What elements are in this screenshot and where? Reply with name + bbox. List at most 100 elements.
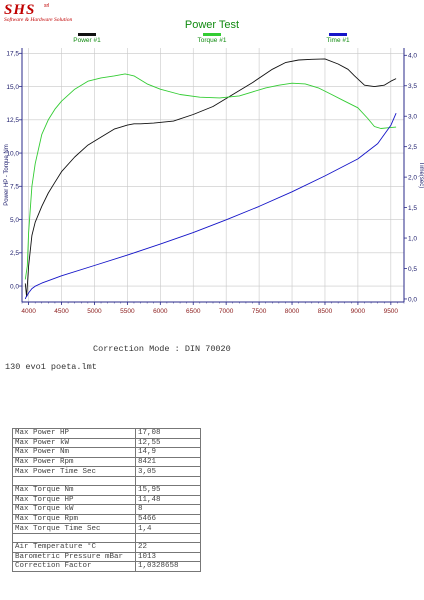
file-name: 130 evo1 poeta.lmt: [5, 362, 97, 372]
results-row: Max Torque kW 8: [12, 504, 201, 515]
results-row: Barometric Pressure mBar 1013: [12, 551, 201, 563]
legend-power-label: Power #1: [73, 37, 101, 44]
series-line-power-1: [24, 58, 397, 298]
series-layer: [24, 58, 397, 300]
results-label: Max Torque Rpm: [12, 513, 136, 525]
results-label: Max Power Nm: [12, 447, 136, 458]
results-label: Max Torque kW: [12, 504, 136, 515]
x-tick-label: 6500: [186, 308, 201, 315]
results-value: 8421: [135, 456, 201, 468]
results-row: Max Power kW 12,55: [12, 437, 201, 449]
results-row: Correction Factor 1,0328658: [12, 561, 201, 572]
series-line-torque-1: [24, 73, 397, 280]
chart-title: Power Test: [184, 19, 240, 31]
y-right-tick-label: 4,0: [408, 53, 417, 60]
company-logo: SHS srl Software & Hardware Solution: [2, 2, 122, 24]
results-value: 11,48: [135, 494, 201, 506]
results-row: Max Power HP 17,08: [12, 428, 201, 439]
results-value: [135, 476, 201, 486]
results-label: Max Power HP: [12, 428, 136, 439]
logo-tagline: Software & Hardware Solution: [4, 17, 73, 23]
y-left-tick-label: 2,5: [10, 250, 19, 257]
legend-power: Power #1: [57, 33, 117, 44]
legend-power-swatch: [78, 33, 96, 36]
results-row: Max Torque Nm 15,95: [12, 484, 201, 496]
x-tick-label: 7500: [252, 308, 267, 315]
results-label: Max Torque Nm: [12, 484, 136, 496]
y-left-axis-label: Power HP - Torque Nm: [4, 144, 10, 205]
legend-time-label: Time #1: [326, 37, 350, 44]
y-right-tick-label: 0,5: [408, 266, 417, 273]
y-left-tick-label: 5,0: [10, 217, 19, 224]
legend-time-swatch: [329, 33, 347, 36]
x-tick-label: 4000: [21, 308, 36, 315]
results-label: Max Power kW: [12, 437, 136, 449]
results-row: Max Power Rpm 8421: [12, 456, 201, 468]
results-label: Barometric Pressure mBar: [12, 551, 136, 563]
y-left-tick-label: 10,0: [6, 150, 19, 157]
legend-time: Time #1: [308, 33, 368, 44]
y-right-tick-label: 1,0: [408, 235, 417, 242]
x-tick-label: 4500: [54, 308, 69, 315]
results-row: Max Torque HP 11,48: [12, 494, 201, 506]
results-row: Max Power Nm 14,9: [12, 447, 201, 458]
results-value: 15,95: [135, 484, 201, 496]
results-label: Max Torque HP: [12, 494, 136, 506]
y-right-tick-label: 2,5: [408, 144, 417, 151]
results-row: Max Torque Rpm 5466: [12, 513, 201, 525]
x-tick-label: 5000: [87, 308, 102, 315]
results-value: 3,05: [135, 466, 201, 477]
x-tick-label: 7000: [219, 308, 234, 315]
results-label: Correction Factor: [12, 561, 136, 572]
x-tick-label: 8500: [318, 308, 333, 315]
results-value: 14,9: [135, 447, 201, 458]
results-label: Max Power Time Sec: [12, 466, 136, 477]
x-tick-label: 9500: [384, 308, 399, 315]
grid: [22, 48, 404, 302]
y-left-tick-label: 15,0: [6, 84, 19, 91]
legend-torque-swatch: [203, 33, 221, 36]
y-left-tick-label: 12,5: [6, 117, 19, 124]
correction-mode: Correction Mode : DIN 70020: [93, 344, 231, 354]
results-label: Air Temperature °C: [12, 541, 136, 553]
y-right-tick-label: 0,0: [408, 296, 417, 303]
results-table: Max Power HP 17,08 Max Power kW 12,55 Max Po…: [12, 428, 201, 572]
series-line-time-1: [24, 113, 397, 300]
results-label: Max Torque Time Sec: [12, 523, 136, 534]
results-value: [135, 533, 201, 543]
y-right-tick-label: 3,0: [408, 114, 417, 121]
x-tick-label: 5500: [120, 308, 135, 315]
y-left-tick-label: 0,0: [10, 283, 19, 290]
results-value: 1,0328658: [135, 561, 201, 572]
results-value: 5466: [135, 513, 201, 525]
x-tick-label: 8000: [285, 308, 300, 315]
results-row: Air Temperature °C 22: [12, 541, 201, 553]
results-row: Max Power Time Sec 3,05: [12, 466, 201, 477]
y-left-tick-label: 7,5: [10, 184, 19, 191]
results-value: 17,08: [135, 428, 201, 439]
axes: 4000 4500 5000 5500 6000 6500 7000 7500 8000 8500…: [4, 48, 424, 315]
results-value: 22: [135, 541, 201, 553]
results-value: 12,55: [135, 437, 201, 449]
x-tick-label: 9000: [351, 308, 366, 315]
results-row: Max Torque Time Sec 1,4: [12, 523, 201, 534]
y-right-tick-label: 3,5: [408, 83, 417, 90]
logo-reg: srl: [44, 3, 50, 9]
results-label: Max Power Rpm: [12, 456, 136, 468]
results-value: 1,4: [135, 523, 201, 534]
y-right-tick-label: 1,5: [408, 205, 417, 212]
legend-torque: Torque #1: [182, 33, 242, 44]
y-left-tick-label: 17,5: [6, 51, 19, 58]
results-label: [12, 476, 136, 486]
results-value: 1013: [135, 551, 201, 563]
results-label: [12, 533, 136, 543]
logo-mark: SHS: [4, 2, 36, 18]
y-right-axis-label: Time(sec): [418, 162, 424, 188]
results-spacer-row: [12, 476, 201, 486]
x-tick-label: 6000: [153, 308, 168, 315]
legend-torque-label: Torque #1: [197, 37, 227, 44]
results-value: 8: [135, 504, 201, 515]
power-test-chart: 4000 4500 5000 5500 6000 6500 7000 7500 8000 8500…: [4, 48, 424, 315]
y-right-tick-label: 2,0: [408, 174, 417, 181]
results-spacer-row: [12, 533, 201, 543]
